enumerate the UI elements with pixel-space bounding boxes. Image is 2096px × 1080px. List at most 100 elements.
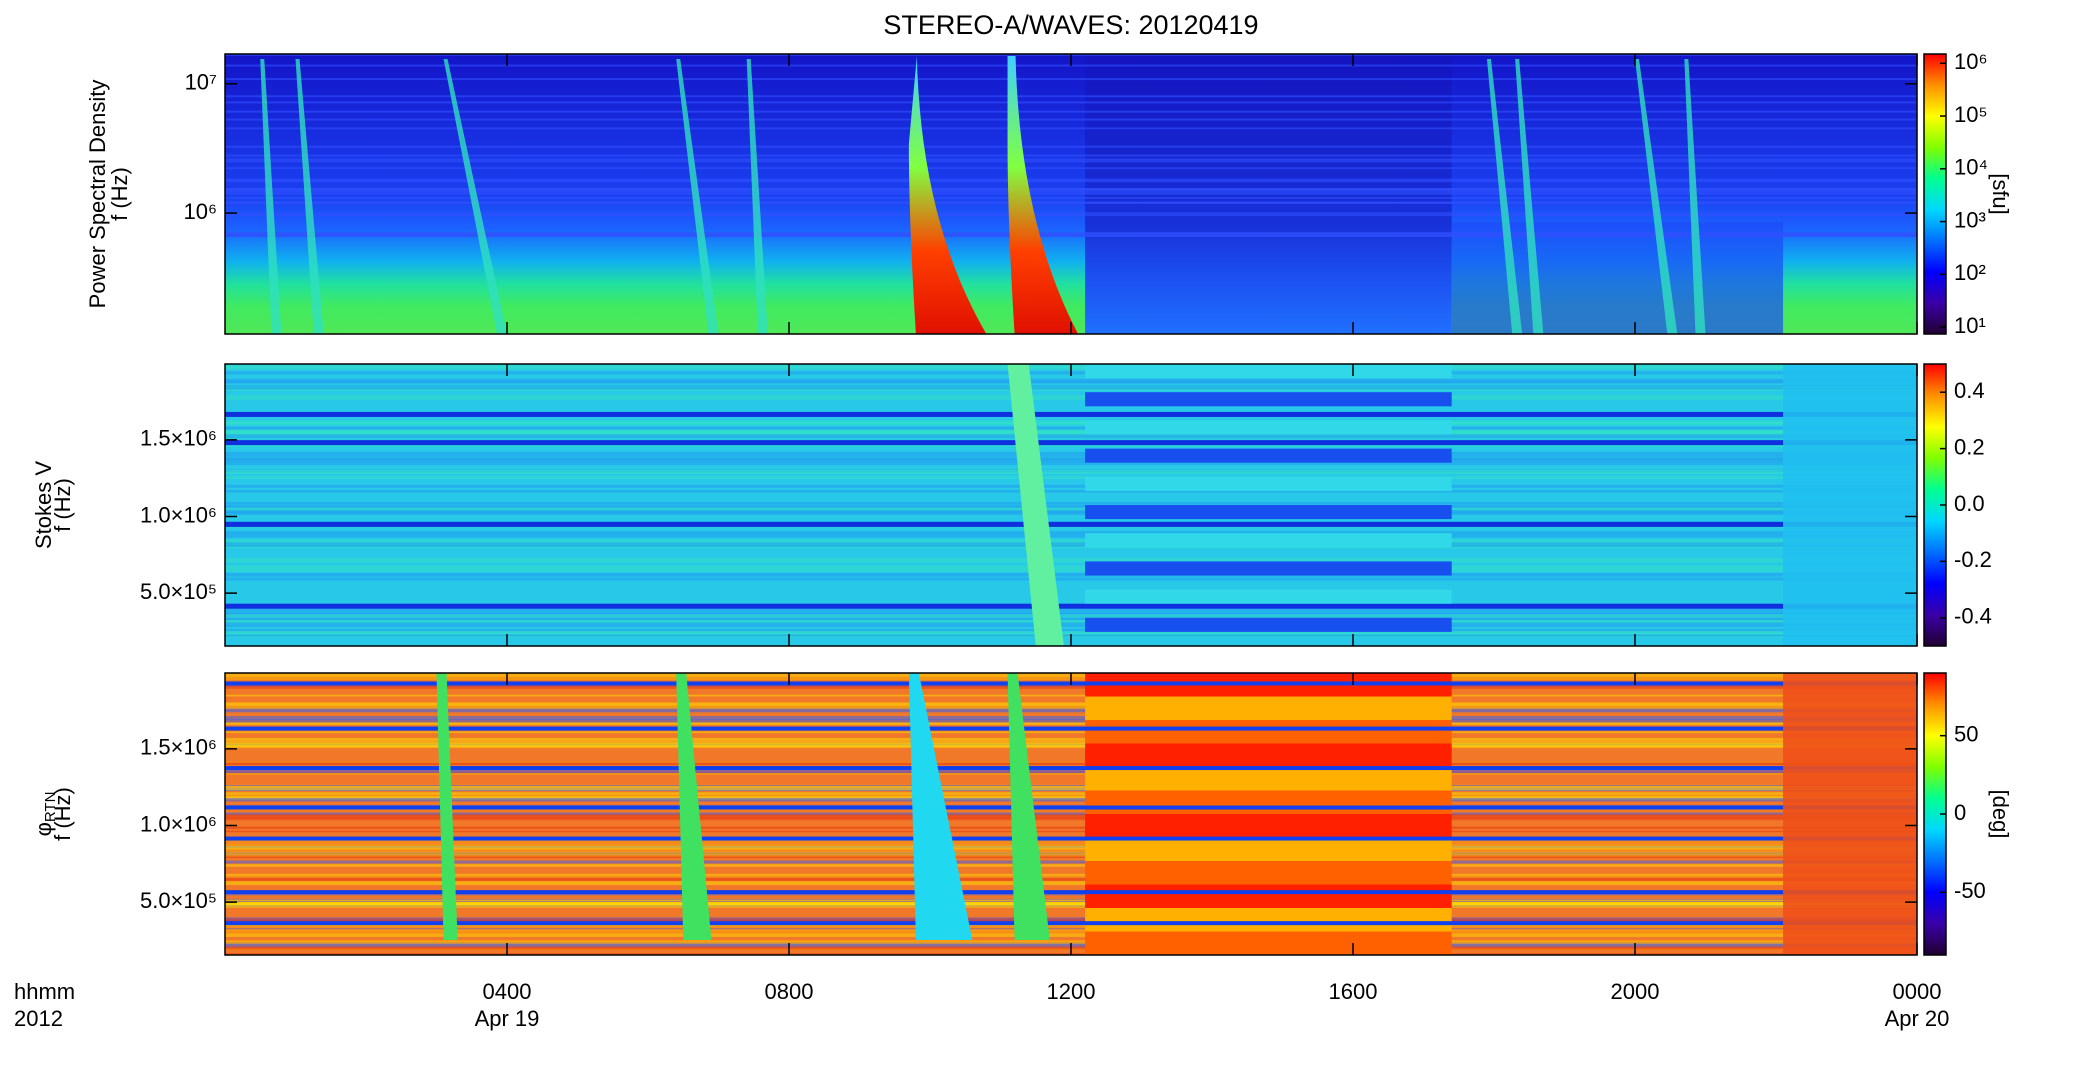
stripe <box>225 484 1917 488</box>
stripe <box>225 469 1917 475</box>
burst <box>436 673 458 940</box>
colorbar-tick-label: 50 <box>1954 721 1978 746</box>
burst <box>1486 59 1523 334</box>
stripe <box>225 845 1917 850</box>
stripe <box>225 180 1917 183</box>
burst <box>746 59 768 334</box>
stripe <box>225 118 1917 121</box>
band <box>1085 505 1452 520</box>
stripe <box>225 854 1917 857</box>
stripe <box>225 694 1917 697</box>
burst <box>443 59 507 334</box>
band <box>1085 617 1452 632</box>
band <box>1085 884 1452 908</box>
colorbar-tick-label: 10⁶ <box>1954 49 1988 74</box>
stripe <box>225 188 1917 191</box>
stripe <box>225 178 1917 181</box>
stripe <box>225 201 1917 204</box>
stripe <box>225 443 1917 448</box>
stripe <box>225 167 1917 170</box>
y-tick-label: 1.5×10⁶ <box>140 426 217 451</box>
stripe <box>225 933 1917 937</box>
band <box>1085 790 1452 814</box>
stripe <box>225 622 1917 627</box>
stripe <box>225 232 1917 235</box>
chart-title: STEREO-A/WAVES: 20120419 <box>883 10 1258 40</box>
y-axis-label-subscript: RTN <box>42 792 59 823</box>
spectrogram-image <box>225 54 1917 334</box>
stripe <box>225 190 1917 193</box>
band <box>1085 476 1452 491</box>
stripe <box>225 385 1917 390</box>
burst <box>1007 56 1079 334</box>
x-tick-date: Apr 20 <box>1885 1006 1950 1031</box>
stripe <box>225 786 1917 791</box>
stripe <box>225 906 1917 908</box>
band <box>1783 673 1917 955</box>
stripe <box>225 853 1917 855</box>
band <box>1085 448 1452 463</box>
stripe <box>225 928 1917 930</box>
stripe <box>225 531 1917 534</box>
band <box>1085 561 1452 576</box>
stripe <box>225 855 1917 858</box>
stripe <box>225 557 1917 563</box>
band <box>1085 814 1452 838</box>
stripe <box>225 741 1917 744</box>
colorbar-label: [sfu] <box>1988 173 2013 215</box>
band <box>1085 720 1452 744</box>
x-axis-label: 2012 <box>14 1006 63 1031</box>
stripe <box>225 614 1917 618</box>
stripe <box>225 841 1917 843</box>
stripe <box>225 904 1917 908</box>
spectrogram-image <box>225 673 1917 955</box>
stripe <box>225 110 1917 113</box>
stripe <box>225 421 1917 426</box>
y-tick-label: 1.0×10⁶ <box>140 502 217 527</box>
stripe <box>225 433 1917 439</box>
stripe <box>225 709 1917 712</box>
stripe <box>225 766 1917 771</box>
y-tick-label: 1.5×10⁶ <box>140 735 217 760</box>
band <box>1085 364 1452 379</box>
stripe <box>225 127 1917 130</box>
x-tick-label: 2000 <box>1611 979 1660 1004</box>
stripe <box>225 619 1917 625</box>
stripe <box>225 932 1917 934</box>
spectrogram-image <box>225 364 1917 646</box>
stripe <box>225 565 1917 569</box>
stripe <box>225 901 1917 905</box>
x-tick-label: 0400 <box>483 979 532 1004</box>
burst <box>1684 59 1706 334</box>
stripe <box>225 504 1917 508</box>
band <box>1085 589 1452 604</box>
stripe <box>225 411 1917 417</box>
burst <box>295 59 324 334</box>
stripe <box>225 489 1917 493</box>
stripe <box>225 796 1917 799</box>
colorbar-tick-label: 0.2 <box>1954 434 1985 459</box>
colorbar-tick-label: 10³ <box>1954 207 1986 232</box>
stripe <box>225 630 1917 635</box>
y-axis-label: f (Hz) <box>107 167 132 221</box>
x-axis-label: hhmm <box>14 979 75 1004</box>
stripe <box>225 539 1917 544</box>
stripe <box>225 685 1917 689</box>
stripe <box>225 926 1917 928</box>
stripe <box>225 797 1917 802</box>
stripe <box>225 817 1917 821</box>
stripe <box>225 430 1917 435</box>
stripe <box>225 726 1917 731</box>
stripe <box>225 568 1917 572</box>
y-axis-label: Power Spectral Density <box>85 80 110 309</box>
stripe <box>225 881 1917 886</box>
colorbar-tick-label: 0 <box>1954 800 1966 825</box>
x-tick-label: 1600 <box>1329 979 1378 1004</box>
stripe <box>225 875 1917 878</box>
burst <box>1515 59 1544 334</box>
stripe <box>225 234 1917 237</box>
stripe <box>225 607 1917 612</box>
band <box>1085 392 1452 407</box>
colorbar-tick-label: 10⁴ <box>1954 155 1988 180</box>
